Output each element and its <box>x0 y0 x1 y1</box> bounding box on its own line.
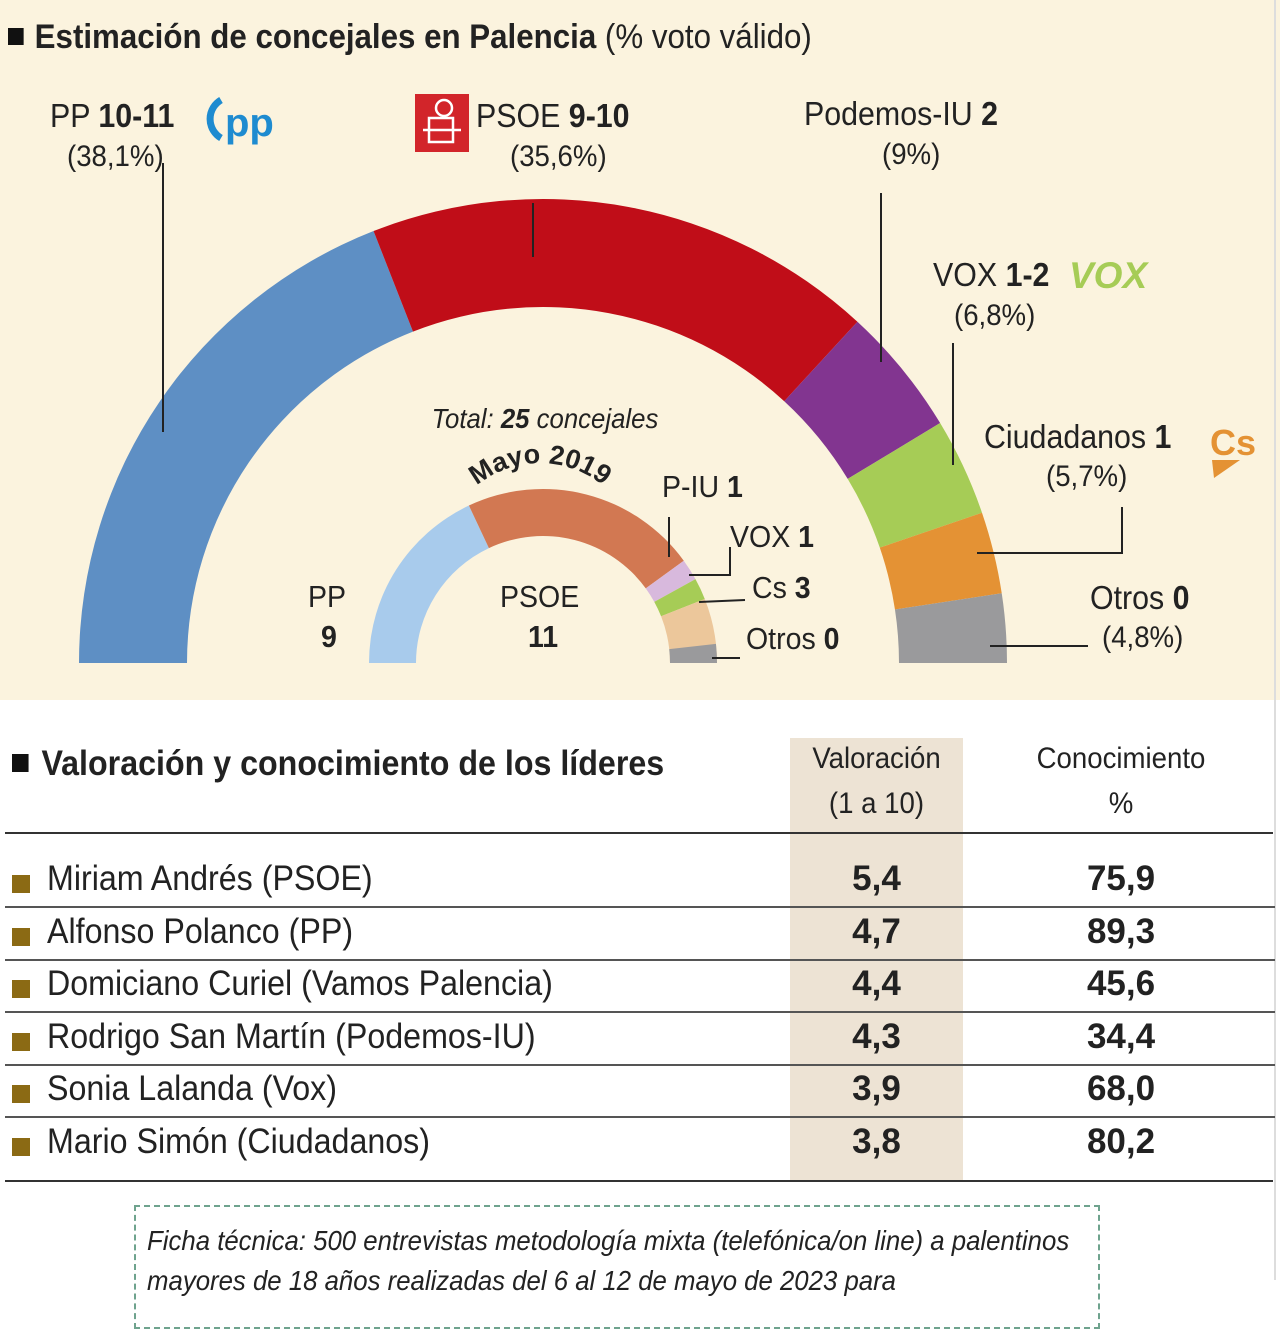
col-conocimiento-line1: Conocimiento <box>1036 742 1206 775</box>
pp-logo: pp <box>206 96 274 145</box>
leader-valoracion: 3,8 <box>852 1122 901 1161</box>
row-separator <box>5 1116 1275 1119</box>
label-2019-otros: Otros 0 <box>746 621 840 656</box>
row-separator <box>5 1011 1275 1014</box>
cs-logo: Cs <box>1210 422 1256 478</box>
svg-text:Cs: Cs <box>1210 422 1256 463</box>
outer-arc-podemos-iu <box>784 321 941 479</box>
inner-arc-otros <box>669 643 717 663</box>
table-row: Sonia Lalanda (Vox) 3,9 68,0 <box>0 1065 1280 1119</box>
leader-name: Sonia Lalanda (Vox) <box>47 1069 338 1109</box>
outer-arc-vox <box>847 423 982 548</box>
leader-name: Miriam Andrés (PSOE) <box>47 859 373 898</box>
leader-conocimiento: 68,0 <box>1086 1069 1156 1109</box>
outer-arc-pp <box>79 231 413 663</box>
leader-name: Rodrigo San Martín (Podemos-IU) <box>47 1016 536 1056</box>
leader-name: Domiciano Curiel (Vamos Palencia) <box>47 964 553 1004</box>
table-row: Miriam Andrés (PSOE) 5,4 75,9 <box>0 855 1280 908</box>
outer-arc-ciudadanos <box>879 512 1002 610</box>
label-pp: PP 10-11 <box>50 97 175 134</box>
seat-chart: Total: 25 concejales Mayo 2019 pp VOX Cs <box>79 94 1256 663</box>
table-row: Alfonso Polanco (PP) 4,7 89,3 <box>0 908 1280 961</box>
row-bullet <box>12 980 30 999</box>
label-2019-vox: VOX 1 <box>730 519 815 554</box>
ficha-tecnica: Ficha técnica: 500 entrevistas metodolog… <box>134 1205 1100 1329</box>
outer-arcs <box>79 198 1007 663</box>
leader-valoracion: 3,9 <box>852 1069 901 1109</box>
label-psoe: PSOE 9-10 <box>476 97 630 134</box>
table-row: Mario Simón (Ciudadanos) 3,8 80,2 <box>0 1118 1280 1170</box>
leader-conocimiento: 34,4 <box>1086 1016 1156 1056</box>
svg-text:pp: pp <box>225 101 274 145</box>
col-conocimiento: Conocimiento% <box>1010 736 1233 826</box>
leader-conocimiento: 45,6 <box>1086 964 1156 1004</box>
vox-logo: VOX <box>1069 255 1149 296</box>
row-bullet <box>12 927 30 946</box>
leader-valoracion: 4,7 <box>852 911 901 951</box>
pct-pp: (38,1%) <box>67 140 164 173</box>
pct-otros: (4,8%) <box>1102 621 1184 654</box>
label-2019-pp: PP <box>308 579 347 614</box>
leaders-title: Valoración y conocimiento de los líderes <box>12 744 664 784</box>
col-valoracion: Valoración (1 a 10) <box>797 736 956 826</box>
seats-2019-psoe: 11 <box>528 619 559 654</box>
label-vox: VOX 1-2 <box>933 256 1050 293</box>
leaders-bullet <box>12 754 29 772</box>
pct-cs: (5,7%) <box>1046 460 1128 493</box>
psoe-rose-icon <box>415 94 469 152</box>
col-valoracion-line2: (1 a 10) <box>828 787 925 820</box>
leader-name: Alfonso Polanco (PP) <box>47 911 354 951</box>
inner-arc-psoe <box>468 489 684 589</box>
chart-subtitle: (% voto válido) <box>604 18 812 56</box>
leaders-title-text: Valoración y conocimiento de los líderes <box>41 744 665 783</box>
inner-arc-pp <box>369 505 489 663</box>
table-bottom-rule <box>5 1180 1273 1182</box>
ficha-text: Ficha técnica: 500 entrevistas metodolog… <box>147 1225 1070 1296</box>
leader-cs-2019 <box>698 599 746 603</box>
col-valoracion-line1: Valoración <box>812 742 941 775</box>
inner-arc-vox <box>654 579 705 617</box>
row-bullet <box>12 1032 30 1051</box>
leader-lines <box>162 163 1123 659</box>
chart-title: Estimación de concejales en Palencia (% … <box>8 18 812 57</box>
row-separator <box>5 906 1275 908</box>
table-row: Domiciano Curiel (Vamos Palencia) 4,4 45,6 <box>0 960 1280 1014</box>
pct-vox: (6,8%) <box>954 299 1036 332</box>
row-separator <box>5 958 1275 961</box>
inner-arc-p-iu <box>645 560 696 602</box>
label-podemos: Podemos-IU 2 <box>804 95 999 132</box>
mayo-2019-label: Mayo 2019 <box>463 439 617 491</box>
label-cs: Ciudadanos 1 <box>984 418 1172 455</box>
label-2019-piu: P-IU 1 <box>662 469 743 504</box>
leader-conocimiento: 89,3 <box>1086 911 1156 951</box>
right-border <box>1274 0 1276 1280</box>
total-label: Total: 25 concejales <box>432 403 659 434</box>
table-header-rule <box>5 832 1273 834</box>
leader-valoracion: 4,3 <box>852 1016 901 1056</box>
title-bullet <box>8 28 24 45</box>
label-otros: Otros 0 <box>1090 579 1190 616</box>
pct-podemos: (9%) <box>882 138 941 171</box>
leader-vox-2019 <box>689 547 731 576</box>
label-2019-psoe: PSOE <box>500 579 580 614</box>
col-conocimiento-line2: % <box>1108 787 1134 820</box>
row-bullet <box>12 1085 30 1104</box>
leader-valoracion: 4,4 <box>852 964 901 1004</box>
row-separator <box>5 1063 1275 1066</box>
row-bullet <box>12 875 30 893</box>
leader-name: Mario Simón (Ciudadanos) <box>47 1122 430 1161</box>
row-bullet <box>12 1138 30 1156</box>
outer-arc-otros <box>894 593 1007 663</box>
chart-title-text: Estimación de concejales en Palencia <box>34 18 597 56</box>
outer-arc-psoe <box>373 198 858 402</box>
leader-conocimiento: 75,9 <box>1086 859 1156 898</box>
inner-arcs <box>369 489 717 663</box>
pct-psoe: (35,6%) <box>510 140 607 173</box>
label-2019-cs: Cs 3 <box>752 570 811 605</box>
leader-valoracion: 5,4 <box>852 859 901 898</box>
leader-conocimiento: 80,2 <box>1086 1122 1156 1161</box>
table-row: Rodrigo San Martín (Podemos-IU) 4,3 34,4 <box>0 1013 1280 1066</box>
leader-cs <box>977 507 1123 554</box>
seats-2019-pp: 9 <box>321 619 337 654</box>
